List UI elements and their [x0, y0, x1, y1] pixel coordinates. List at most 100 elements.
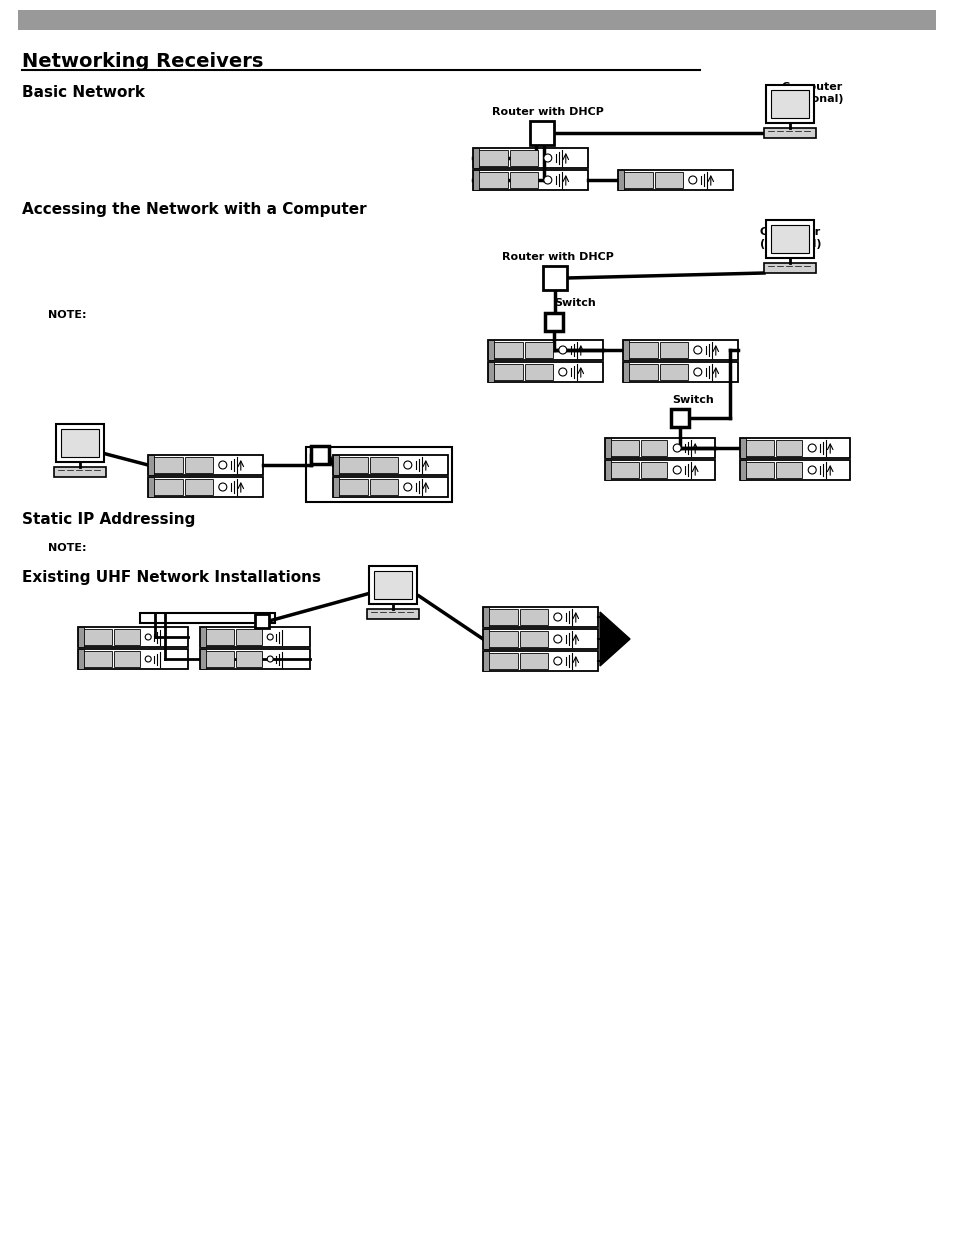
Bar [148, 454, 153, 475]
Bar [525, 364, 552, 380]
Text: Computer
(optional): Computer (optional) [781, 82, 842, 104]
Bar [659, 364, 687, 380]
Text: NOTE:: NOTE: [48, 543, 87, 553]
Bar [200, 650, 310, 669]
Bar [670, 409, 688, 427]
Bar [519, 631, 547, 647]
Bar [200, 650, 206, 669]
Bar [151, 479, 183, 495]
Bar [200, 627, 310, 647]
Polygon shape [599, 613, 629, 666]
Bar [519, 609, 547, 625]
Circle shape [554, 657, 561, 664]
Bar [335, 457, 368, 473]
Bar [78, 650, 188, 669]
Bar [519, 653, 547, 669]
Bar [78, 627, 188, 647]
Bar [625, 364, 658, 380]
Bar [200, 627, 206, 647]
Bar [54, 467, 106, 477]
Bar [488, 362, 494, 382]
Bar [622, 340, 628, 359]
Bar [482, 629, 489, 650]
Circle shape [807, 445, 816, 452]
Bar [618, 170, 623, 190]
Bar [203, 629, 233, 645]
Bar [369, 566, 416, 604]
Circle shape [543, 154, 551, 162]
Bar [742, 440, 773, 456]
Bar [56, 424, 104, 462]
Bar [622, 362, 628, 382]
Bar [763, 263, 815, 273]
Circle shape [403, 483, 412, 492]
Bar [770, 90, 808, 119]
Bar [775, 440, 801, 456]
Bar [763, 128, 815, 138]
Circle shape [554, 635, 561, 643]
Bar [510, 172, 537, 188]
Circle shape [403, 461, 412, 469]
Text: Networking Receivers: Networking Receivers [22, 52, 263, 70]
Bar [18, 10, 935, 30]
Text: Existing UHF Network Installations: Existing UHF Network Installations [22, 571, 320, 585]
Circle shape [807, 466, 816, 474]
Circle shape [145, 634, 151, 640]
Bar [78, 627, 84, 647]
Bar [488, 362, 602, 382]
Bar [473, 148, 478, 168]
Bar [742, 462, 773, 478]
Bar [333, 477, 338, 496]
Text: Router with DHCP: Router with DHCP [492, 107, 603, 117]
Circle shape [673, 445, 680, 452]
Bar [485, 609, 517, 625]
Bar [530, 121, 554, 144]
Text: Computer
(optional): Computer (optional) [760, 227, 821, 248]
Text: Accessing the Network with a Computer: Accessing the Network with a Computer [22, 203, 366, 217]
Bar [78, 650, 84, 669]
Bar [740, 438, 745, 458]
Bar [659, 342, 687, 358]
Bar [640, 440, 666, 456]
Bar [740, 438, 849, 458]
Bar [81, 629, 112, 645]
Bar [482, 651, 598, 671]
Text: NOTE:: NOTE: [48, 310, 87, 320]
Bar [254, 614, 269, 629]
Text: Router with DHCP: Router with DHCP [501, 252, 613, 262]
Circle shape [218, 483, 227, 492]
Bar [473, 148, 587, 168]
Bar [488, 340, 602, 359]
Circle shape [145, 656, 151, 662]
Bar [148, 477, 153, 496]
Bar [775, 462, 801, 478]
Bar [604, 438, 610, 458]
Bar [607, 462, 639, 478]
Bar [140, 613, 274, 622]
Circle shape [267, 656, 273, 662]
Bar [770, 225, 808, 253]
Bar [544, 312, 562, 331]
Bar [151, 457, 183, 473]
Bar [765, 85, 813, 124]
Circle shape [554, 613, 561, 621]
Bar [604, 459, 610, 480]
Text: Switch: Switch [671, 395, 713, 405]
Bar [335, 479, 368, 495]
Bar [765, 220, 813, 258]
Circle shape [558, 346, 566, 354]
Bar [370, 457, 397, 473]
Bar [333, 477, 448, 496]
Bar [311, 446, 329, 464]
Bar [740, 459, 745, 480]
Bar [622, 362, 738, 382]
Bar [374, 571, 412, 599]
Bar [113, 651, 140, 667]
Bar [604, 459, 714, 480]
Circle shape [693, 346, 701, 354]
Bar [622, 340, 738, 359]
Text: Basic Network: Basic Network [22, 85, 145, 100]
Bar [482, 606, 598, 627]
Bar [488, 340, 494, 359]
Text: Static IP Addressing: Static IP Addressing [22, 513, 195, 527]
